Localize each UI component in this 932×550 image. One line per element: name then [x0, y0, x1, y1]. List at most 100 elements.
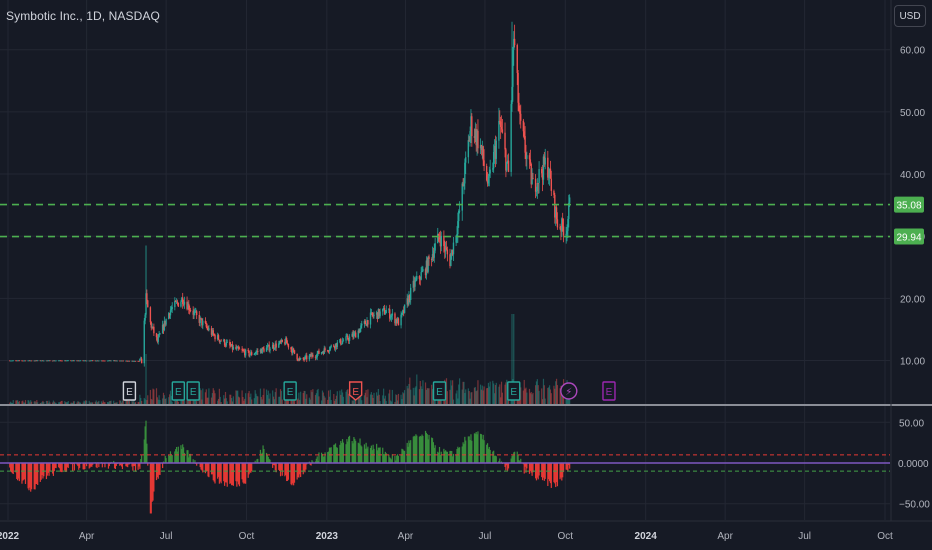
oscillator-bar	[456, 449, 458, 463]
oscillator-bar	[22, 463, 24, 481]
earnings-event-icon[interactable]	[348, 381, 363, 401]
earnings-event-icon[interactable]	[283, 381, 297, 401]
volume-bar	[385, 400, 387, 404]
volume-bar	[422, 380, 424, 404]
earnings-event-icon[interactable]	[171, 381, 186, 401]
oscillator-bar	[251, 463, 253, 472]
volume-bar	[46, 400, 48, 404]
oscillator-bar	[437, 451, 439, 463]
oscillator-bar	[36, 463, 38, 485]
volume-bar	[479, 384, 482, 404]
oscillator-bar	[376, 450, 379, 463]
volume-bar	[218, 388, 220, 404]
candle-body	[416, 276, 418, 280]
oscillator-bar	[164, 455, 166, 463]
candle-body	[361, 323, 363, 326]
oscillator-bar	[324, 452, 326, 463]
volume-bar	[376, 392, 378, 404]
volume-bar	[457, 398, 459, 404]
volume-bar	[523, 379, 525, 404]
oscillator-bar	[231, 463, 233, 486]
candle-body	[35, 360, 37, 362]
volume-bar	[220, 401, 222, 404]
oscillator-bar	[54, 463, 56, 468]
volume-bar	[458, 384, 460, 404]
volume-bar	[24, 400, 27, 404]
candle-body	[94, 360, 97, 362]
candle-body	[421, 271, 423, 273]
candle-body	[438, 237, 441, 239]
oscillator-bar	[297, 463, 299, 478]
dividend-event-icon[interactable]	[560, 382, 578, 400]
oscillator-bar	[220, 463, 222, 484]
candle-body	[186, 301, 188, 310]
earnings-event-icon[interactable]	[186, 381, 200, 401]
volume-bar	[461, 389, 463, 404]
oscillator-bar	[334, 444, 336, 463]
candle-body	[340, 339, 342, 345]
oscillator-bar	[175, 449, 177, 463]
event-marker-label: E	[126, 387, 133, 398]
oscillator-bar	[151, 463, 153, 502]
oscillator-bar	[477, 431, 479, 463]
volume-bar	[231, 397, 233, 404]
volume-bar	[323, 395, 325, 404]
volume-bar	[250, 393, 252, 404]
candle-body	[425, 260, 428, 276]
oscillator-bar	[39, 463, 41, 482]
oscillator-bar	[428, 434, 430, 463]
volume-bar	[104, 402, 106, 404]
oscillator-bar	[33, 463, 35, 490]
volume-bar	[265, 389, 268, 404]
oscillator-bar	[281, 463, 283, 476]
oscillator-bar	[498, 460, 500, 463]
candle-body	[114, 360, 117, 362]
candle-body	[248, 350, 250, 356]
candle-body	[216, 335, 219, 340]
candle-body	[195, 311, 197, 313]
volume-bar	[500, 381, 503, 404]
oscillator-bar	[318, 452, 320, 463]
price-pane[interactable]: 10.0020.0030.0040.0050.0060.0035.0829.94…	[0, 0, 925, 404]
earnings-event-icon[interactable]	[432, 381, 447, 401]
oscillator-bar	[194, 460, 196, 463]
volume-bar	[100, 401, 103, 404]
volume-bar	[451, 385, 453, 404]
volume-bar	[208, 388, 210, 404]
oscillator-bar	[406, 442, 408, 463]
volume-bar	[84, 401, 86, 404]
volume-bar	[244, 393, 247, 404]
oscillator-bar	[396, 454, 399, 463]
candle-body	[538, 169, 540, 184]
candle-body	[30, 360, 32, 362]
candle-body	[549, 168, 552, 179]
earnings-event-icon[interactable]	[602, 381, 616, 401]
volume-bar	[532, 392, 534, 404]
oscillator-bar	[397, 456, 400, 463]
volume-bar	[267, 390, 269, 404]
oscillator-bar	[322, 456, 324, 463]
volume-bar	[327, 390, 330, 404]
volume-bar	[364, 392, 366, 404]
oscillator-pane[interactable]: 50.000.0000−50.000.0000	[0, 404, 932, 520]
candle-body	[278, 343, 280, 348]
oscillator-bar	[168, 454, 170, 463]
candle-body	[397, 318, 400, 326]
candle-body	[377, 309, 380, 319]
candle-body	[182, 297, 184, 304]
candle-body	[561, 218, 563, 232]
oscillator-bar	[516, 451, 518, 463]
oscillator-bar	[120, 463, 123, 467]
volume-bar	[308, 397, 310, 404]
earnings-event-icon[interactable]	[122, 381, 137, 401]
candle-body	[299, 358, 302, 360]
oscillator-bar	[188, 457, 190, 463]
earnings-event-icon[interactable]	[507, 381, 521, 401]
currency-button[interactable]: USD	[894, 5, 926, 27]
oscillator-bar	[143, 439, 145, 463]
candle-body	[501, 129, 504, 133]
oscillator-bar	[535, 463, 538, 481]
candle-body	[385, 310, 387, 314]
